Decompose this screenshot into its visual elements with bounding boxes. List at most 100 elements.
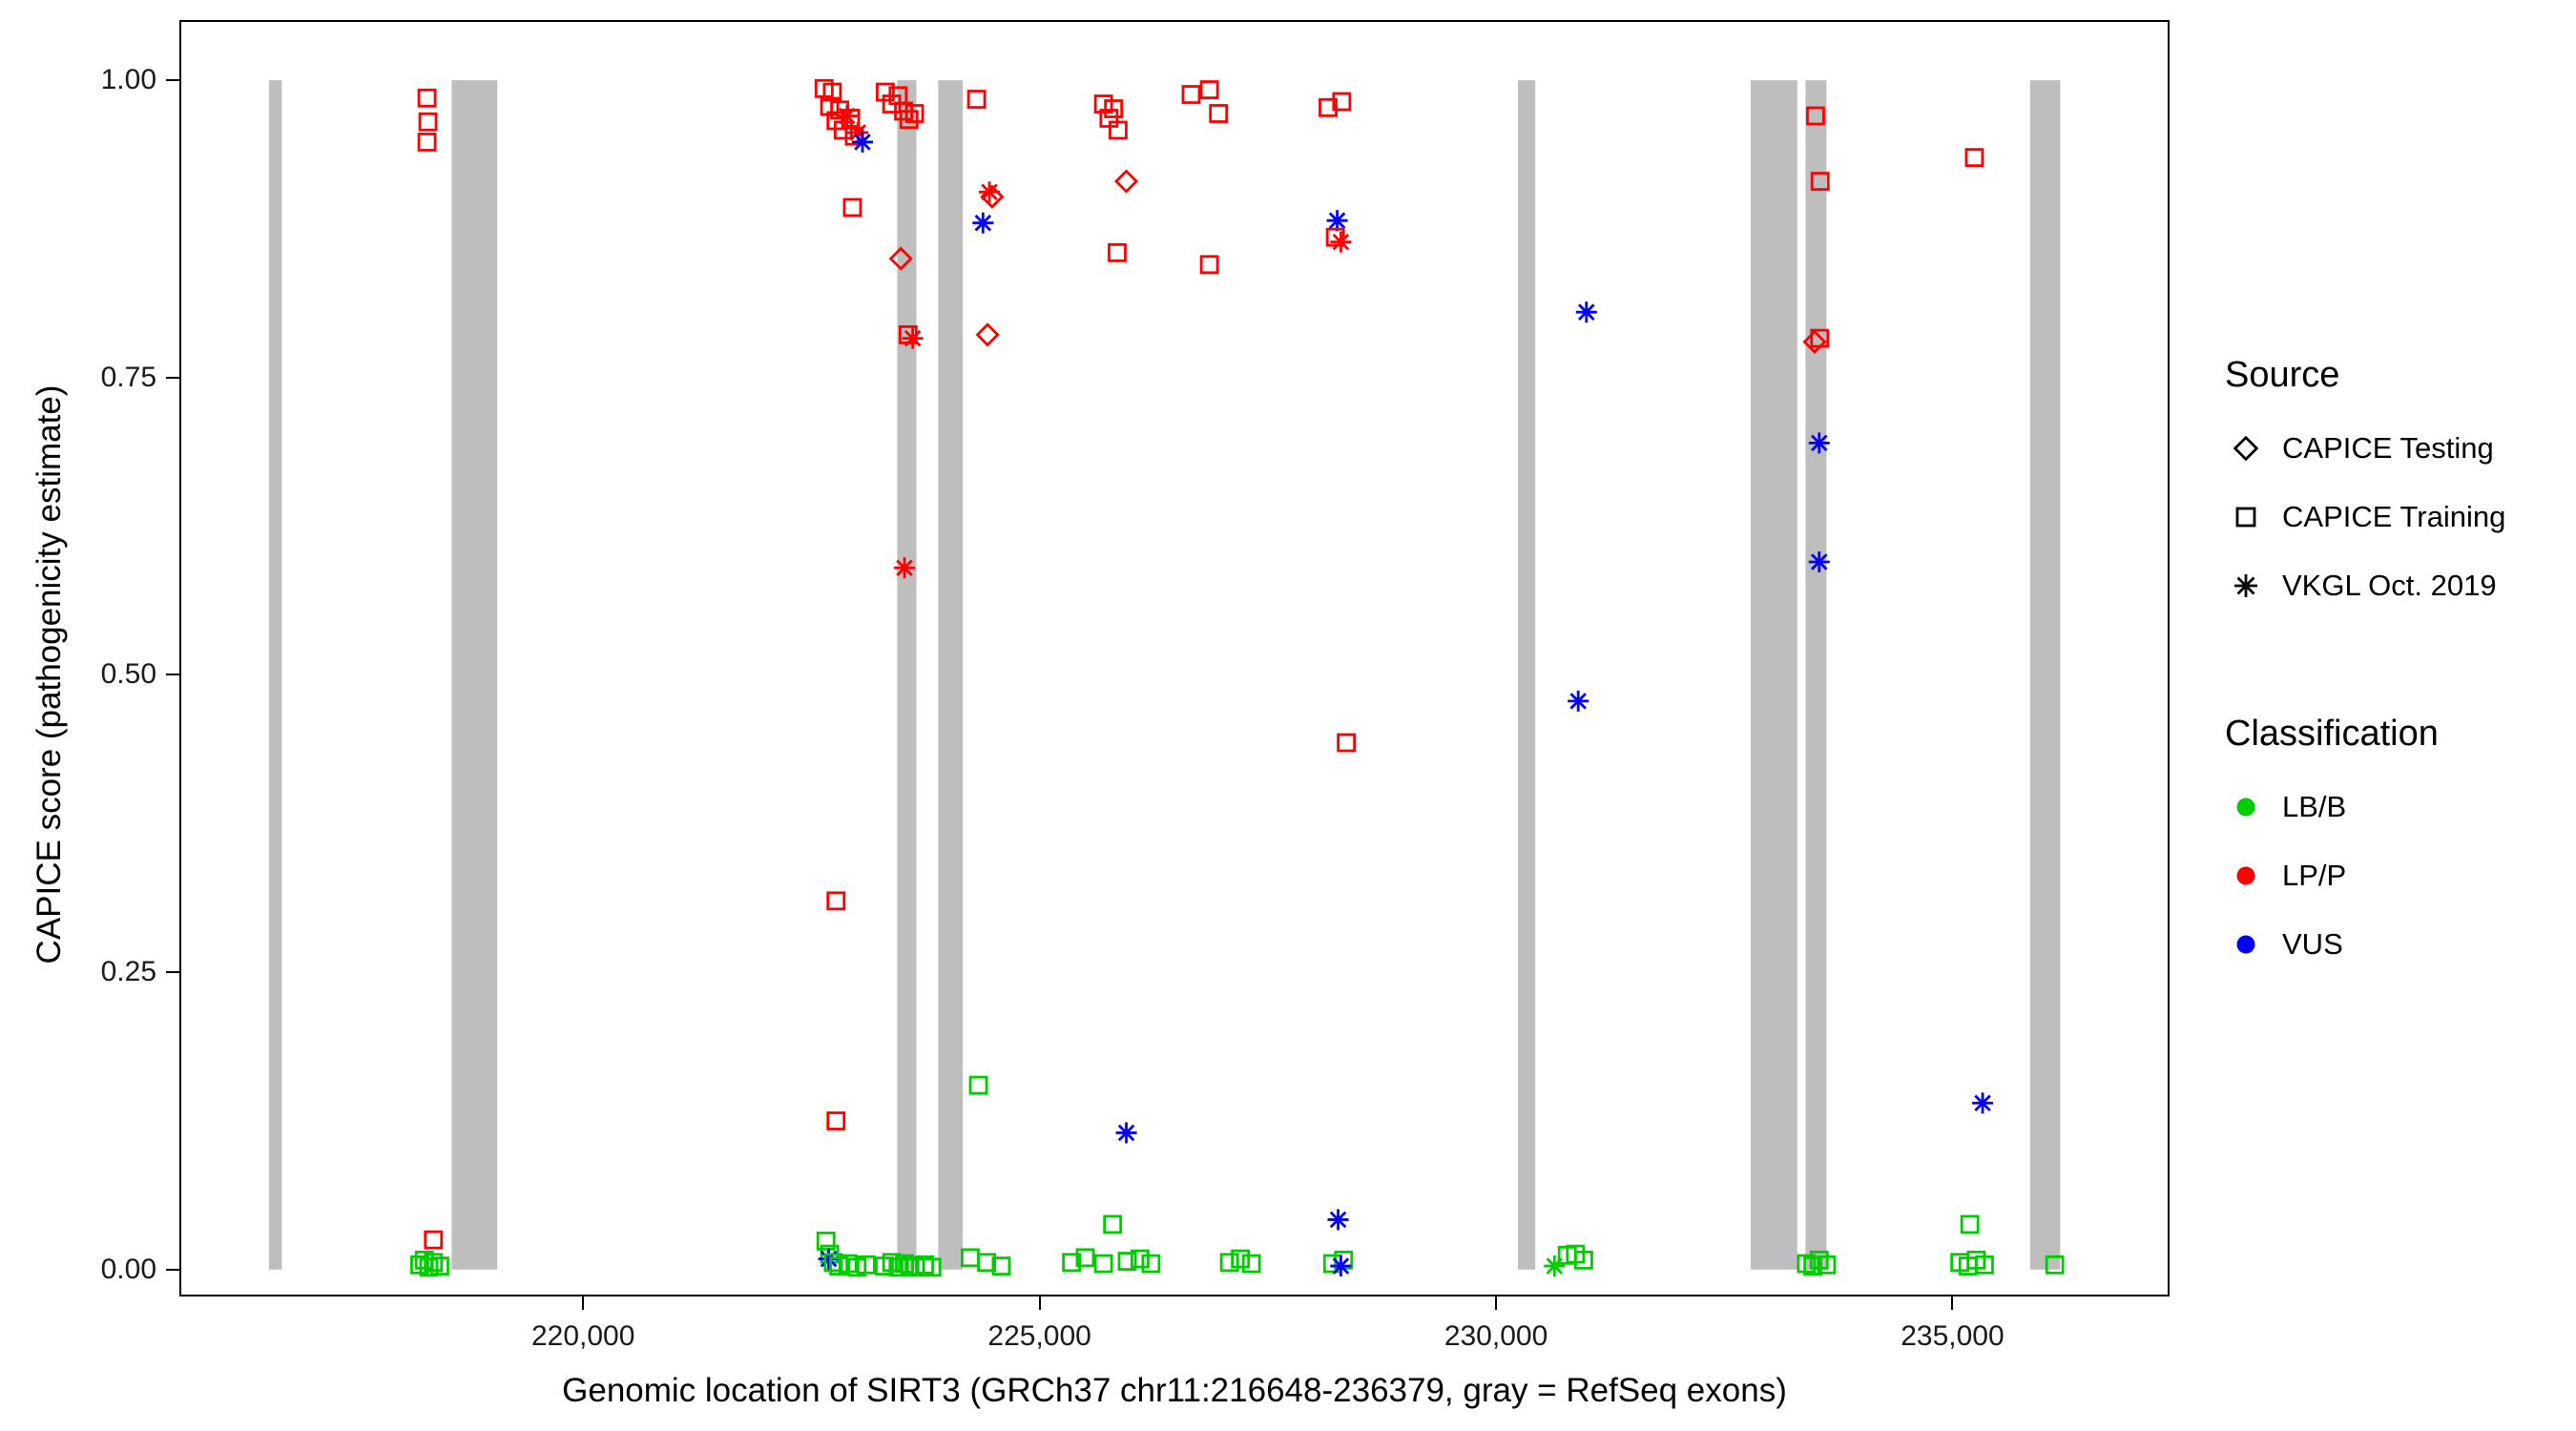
legend-item-label: VUS xyxy=(2282,927,2343,961)
point-square xyxy=(1130,1249,1150,1269)
legend-item-label: LB/B xyxy=(2282,790,2347,823)
point-square xyxy=(1241,1254,1261,1274)
plot-panel xyxy=(179,20,2170,1296)
point-square xyxy=(899,110,919,130)
legend-classification-title: Classification xyxy=(2225,714,2439,754)
point-square xyxy=(424,1230,444,1250)
square-icon xyxy=(2235,507,2256,528)
point-asterisk xyxy=(904,329,922,347)
point-square xyxy=(882,1253,902,1273)
point-square xyxy=(1141,1254,1161,1274)
point-square xyxy=(2045,1255,2065,1275)
point-square xyxy=(1337,733,1357,753)
legend-classification-items: LB/B LP/P VUS xyxy=(2225,773,2505,979)
point-square xyxy=(991,1256,1011,1275)
y-tick-mark xyxy=(166,376,179,379)
point-square xyxy=(1104,99,1124,118)
legend-item-capice-testing: CAPICE Testing xyxy=(2225,414,2505,483)
legend-item-vkgl-oct-2019: VKGL Oct. 2019 xyxy=(2225,551,2505,620)
point-square xyxy=(1810,172,1830,191)
x-tick-label: 220,000 xyxy=(530,1320,635,1352)
legend-item-capice-training: CAPICE Training xyxy=(2225,483,2505,551)
point-square xyxy=(904,104,924,123)
point-square xyxy=(1332,92,1352,112)
point-asterisk xyxy=(849,124,866,141)
point-square xyxy=(961,1248,980,1268)
point-square xyxy=(1181,85,1201,104)
legend-item-lp-p: LP/P xyxy=(2225,841,2505,910)
point-asterisk xyxy=(1811,434,1828,452)
point-square xyxy=(424,1253,444,1273)
x-axis-title: Genomic location of SIRT3 (GRCh37 chr11:… xyxy=(562,1372,1787,1409)
point-asterisk xyxy=(1332,1257,1350,1275)
point-asterisk xyxy=(1328,212,1346,229)
point-square xyxy=(417,133,437,152)
legend-item-vus: VUS xyxy=(2225,910,2505,979)
asterisk-icon xyxy=(2234,574,2257,597)
legend-source-group: Source CAPICE Testing CAPICE Training VKGL… xyxy=(2225,353,2505,620)
scatter-canvas xyxy=(269,78,2065,1277)
x-tick-mark xyxy=(582,1296,585,1310)
point-asterisk xyxy=(1811,553,1828,570)
y-axis-title: CAPICE score (pathogenicity estimate) xyxy=(31,384,68,964)
asterisk-icon-glyph xyxy=(2236,576,2255,595)
legend-item-label: CAPICE Training xyxy=(2282,500,2506,533)
point-square xyxy=(1117,1252,1137,1271)
point-square xyxy=(430,1256,449,1275)
point-diamond xyxy=(1113,169,1139,194)
exon-bar xyxy=(1751,80,1797,1270)
legend-classification-group: Classification LB/B LP/P VUS xyxy=(2225,712,2505,979)
x-tick-label: 230,000 xyxy=(1444,1320,1548,1352)
point-square xyxy=(1209,104,1229,123)
point-square xyxy=(1199,255,1219,275)
y-tick-label: 0.00 xyxy=(100,1253,156,1285)
point-square xyxy=(1231,1249,1251,1269)
point-diamond xyxy=(975,322,1000,347)
diamond-icon-glyph xyxy=(2233,435,2259,462)
x-tick-mark xyxy=(1495,1296,1498,1310)
dot-icon xyxy=(2236,935,2255,954)
point-square xyxy=(1319,97,1338,117)
point-square xyxy=(876,82,895,102)
point-square xyxy=(1574,1250,1593,1270)
exon-bar xyxy=(1805,80,1827,1270)
point-asterisk xyxy=(1569,693,1587,710)
dot-icon-glyph xyxy=(2236,935,2255,954)
point-asterisk xyxy=(1332,233,1350,251)
point-square xyxy=(826,891,846,911)
point-square xyxy=(968,1075,988,1095)
y-tick-label: 0.75 xyxy=(100,361,156,393)
dot-icon xyxy=(2236,798,2255,817)
point-square xyxy=(842,197,862,218)
point-square xyxy=(1109,120,1128,140)
point-square xyxy=(1062,1253,1082,1273)
legend-item-label: CAPICE Testing xyxy=(2282,431,2494,465)
point-square xyxy=(1797,1254,1817,1274)
point-square xyxy=(417,88,437,108)
point-square xyxy=(418,112,438,132)
point-asterisk xyxy=(1578,303,1595,321)
point-square xyxy=(822,82,842,102)
y-tick-mark xyxy=(166,674,179,676)
point-square xyxy=(820,96,840,116)
point-square xyxy=(1817,1255,1837,1275)
point-square xyxy=(1199,80,1219,99)
point-square xyxy=(826,1111,846,1130)
y-tick-mark xyxy=(166,971,179,974)
legend: Source CAPICE Testing CAPICE Training VKGL… xyxy=(2225,353,2505,979)
point-asterisk xyxy=(1329,1211,1347,1229)
point-diamond xyxy=(980,184,1005,209)
x-tick-mark xyxy=(1951,1296,1954,1310)
point-asterisk xyxy=(1117,1124,1135,1142)
y-tick-label: 1.00 xyxy=(100,64,156,96)
exon-bar xyxy=(451,80,498,1270)
point-square xyxy=(1806,106,1825,126)
point-square xyxy=(1103,1214,1123,1234)
point-square xyxy=(1803,1256,1822,1275)
y-tick-mark xyxy=(166,79,179,82)
legend-source-items: CAPICE Testing CAPICE Training VKGL Oct. 2… xyxy=(2225,414,2505,620)
point-square xyxy=(1810,328,1830,348)
dot-icon-glyph xyxy=(2236,798,2255,817)
x-tick-mark xyxy=(1038,1296,1041,1310)
point-diamond xyxy=(888,246,913,271)
